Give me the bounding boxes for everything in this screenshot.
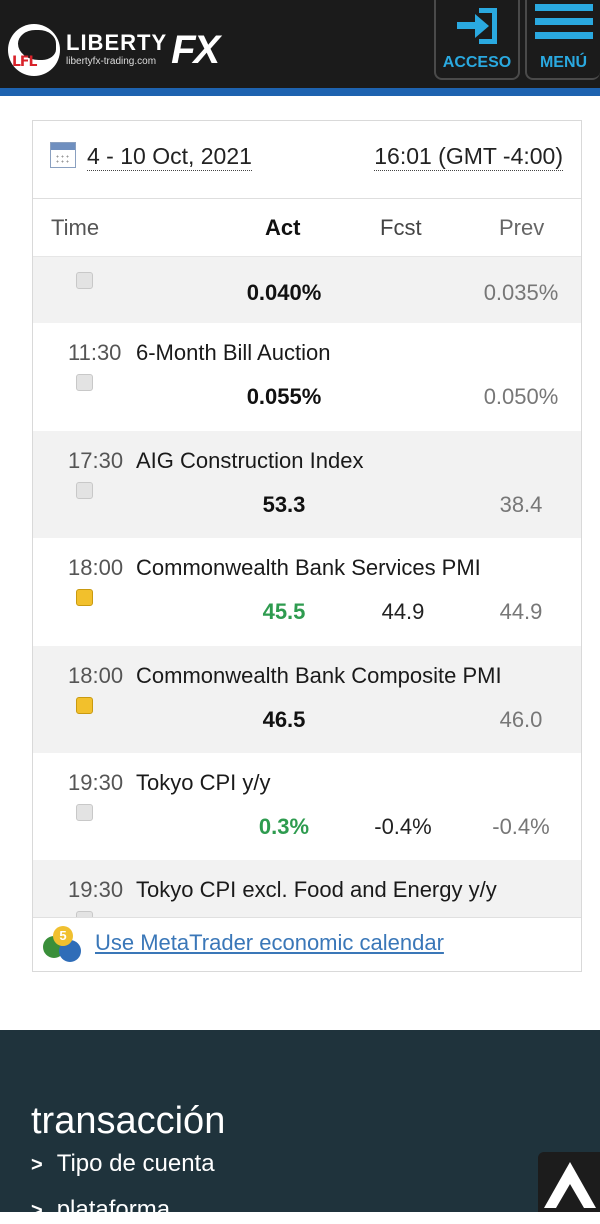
scroll-to-top-button[interactable] bbox=[538, 1152, 600, 1212]
date-range-picker[interactable]: 4 - 10 Oct, 2021 bbox=[87, 143, 252, 171]
chevron-right-icon: > bbox=[31, 1200, 43, 1222]
impact-indicator-icon bbox=[76, 374, 93, 391]
login-icon bbox=[455, 4, 499, 48]
brand-url: libertyfx-trading.com bbox=[66, 56, 157, 67]
economic-calendar-widget: 4 - 10 Oct, 2021 16:01 (GMT -4:00) Time … bbox=[32, 120, 582, 972]
event-previous: 38.4 bbox=[499, 492, 543, 517]
event-row[interactable]: 11:30 6-Month Bill Auction 0.055% 0.050% bbox=[33, 323, 581, 431]
metatrader-badge: 5 bbox=[53, 926, 73, 946]
event-previous: 0.035% bbox=[483, 280, 559, 305]
logo-text: LIBERTY libertyfx-trading.com bbox=[66, 32, 167, 68]
footer-link-label: Tipo de cuenta bbox=[56, 1150, 215, 1177]
event-name[interactable]: AIG Construction Index bbox=[136, 448, 364, 473]
event-actual: 46.5 bbox=[262, 707, 306, 732]
event-previous: 0.050% bbox=[483, 384, 559, 409]
impact-indicator-icon bbox=[76, 589, 93, 606]
impact-indicator-icon bbox=[76, 804, 93, 821]
event-name[interactable]: 6-Month Bill Auction bbox=[136, 340, 331, 365]
event-time: 18:00 bbox=[68, 663, 124, 688]
event-row[interactable]: 18:00 Commonwealth Bank Services PMI 45.5 4… bbox=[33, 538, 581, 646]
impact-indicator-icon bbox=[76, 697, 93, 714]
event-time: 18:00 bbox=[68, 555, 124, 580]
footer-link-account-type[interactable]: > Tipo de cuenta bbox=[31, 1150, 215, 1178]
event-time: 19:30 bbox=[68, 770, 124, 795]
metatrader-icon: 5 bbox=[43, 926, 85, 964]
event-previous: 44.9 bbox=[499, 599, 543, 624]
event-actual: 53.3 bbox=[262, 492, 306, 517]
event-time: 19:30 bbox=[68, 877, 124, 902]
impact-indicator-icon bbox=[76, 911, 93, 917]
event-name[interactable]: Tokyo CPI excl. Food and Energy y/y bbox=[136, 877, 497, 902]
event-row[interactable]: 19:30 Tokyo CPI excl. Food and Energy y/y bbox=[33, 860, 581, 917]
event-previous: -0.4% bbox=[492, 814, 550, 839]
impact-indicator-icon bbox=[76, 482, 93, 499]
header-stripe bbox=[0, 88, 600, 96]
impact-indicator-icon bbox=[76, 272, 93, 289]
brand-name: LIBERTY bbox=[66, 30, 168, 55]
event-actual: 0.040% bbox=[246, 280, 322, 305]
logo-emblem-icon: LFL bbox=[8, 24, 60, 76]
event-forecast: -0.4% bbox=[374, 814, 432, 839]
top-bar: LFL LIBERTY libertyfx-trading.com FX ACC… bbox=[0, 0, 600, 88]
event-name[interactable]: Commonwealth Bank Services PMI bbox=[136, 555, 481, 580]
event-forecast: 44.9 bbox=[381, 599, 425, 624]
event-previous: 46.0 bbox=[499, 707, 543, 732]
footer-link-label: plataforma bbox=[56, 1196, 171, 1223]
logo-monogram: LFL bbox=[12, 54, 37, 70]
event-actual: 45.5 bbox=[262, 599, 306, 624]
calendar-footer: 5 Use MetaTrader economic calendar bbox=[33, 917, 581, 971]
column-prev: Prev bbox=[499, 215, 545, 240]
event-time: 11:30 bbox=[68, 340, 122, 365]
event-name[interactable]: Commonwealth Bank Composite PMI bbox=[136, 663, 502, 688]
login-button[interactable]: ACCESO bbox=[434, 0, 520, 80]
chevron-right-icon: > bbox=[31, 1154, 43, 1176]
brand-logo[interactable]: LFL LIBERTY libertyfx-trading.com FX bbox=[8, 20, 220, 80]
footer-link-platform[interactable]: > plataforma bbox=[31, 1196, 170, 1224]
site-footer: transacción > Tipo de cuenta > plataforma bbox=[0, 1030, 600, 1223]
calendar-toolbar: 4 - 10 Oct, 2021 16:01 (GMT -4:00) bbox=[33, 121, 581, 199]
calendar-icon[interactable] bbox=[50, 142, 76, 168]
logo-swirl bbox=[18, 30, 56, 60]
event-row[interactable]: 17:30 AIG Construction Index 53.3 38.4 bbox=[33, 431, 581, 538]
column-headers: Time Act Fcst Prev bbox=[33, 199, 581, 257]
footer-heading: transacción bbox=[31, 1100, 226, 1142]
column-time: Time bbox=[51, 215, 100, 240]
menu-label: MENÚ bbox=[539, 54, 588, 71]
event-row[interactable]: 19:30 Tokyo CPI y/y 0.3% -0.4% -0.4% bbox=[33, 753, 581, 860]
event-actual: 0.055% bbox=[246, 384, 322, 409]
event-name[interactable]: Tokyo CPI y/y bbox=[136, 770, 271, 795]
hamburger-icon bbox=[534, 4, 593, 46]
menu-button[interactable]: MENÚ bbox=[525, 0, 600, 80]
column-fcst: Fcst bbox=[380, 215, 422, 240]
login-label: ACCESO bbox=[442, 54, 512, 71]
event-time: 17:30 bbox=[68, 448, 124, 473]
event-row[interactable]: 0.040% 0.035% bbox=[33, 257, 581, 323]
timezone-selector[interactable]: 16:01 (GMT -4:00) bbox=[374, 143, 563, 171]
events-list[interactable]: 0.040% 0.035% 11:30 6-Month Bill Auction 0.0… bbox=[33, 257, 581, 917]
brand-fx: FX bbox=[171, 27, 220, 72]
column-act: Act bbox=[265, 215, 301, 240]
event-row[interactable]: 18:00 Commonwealth Bank Composite PMI 46.5… bbox=[33, 646, 581, 753]
metatrader-calendar-link[interactable]: Use MetaTrader economic calendar bbox=[95, 930, 444, 955]
event-actual: 0.3% bbox=[258, 814, 310, 839]
